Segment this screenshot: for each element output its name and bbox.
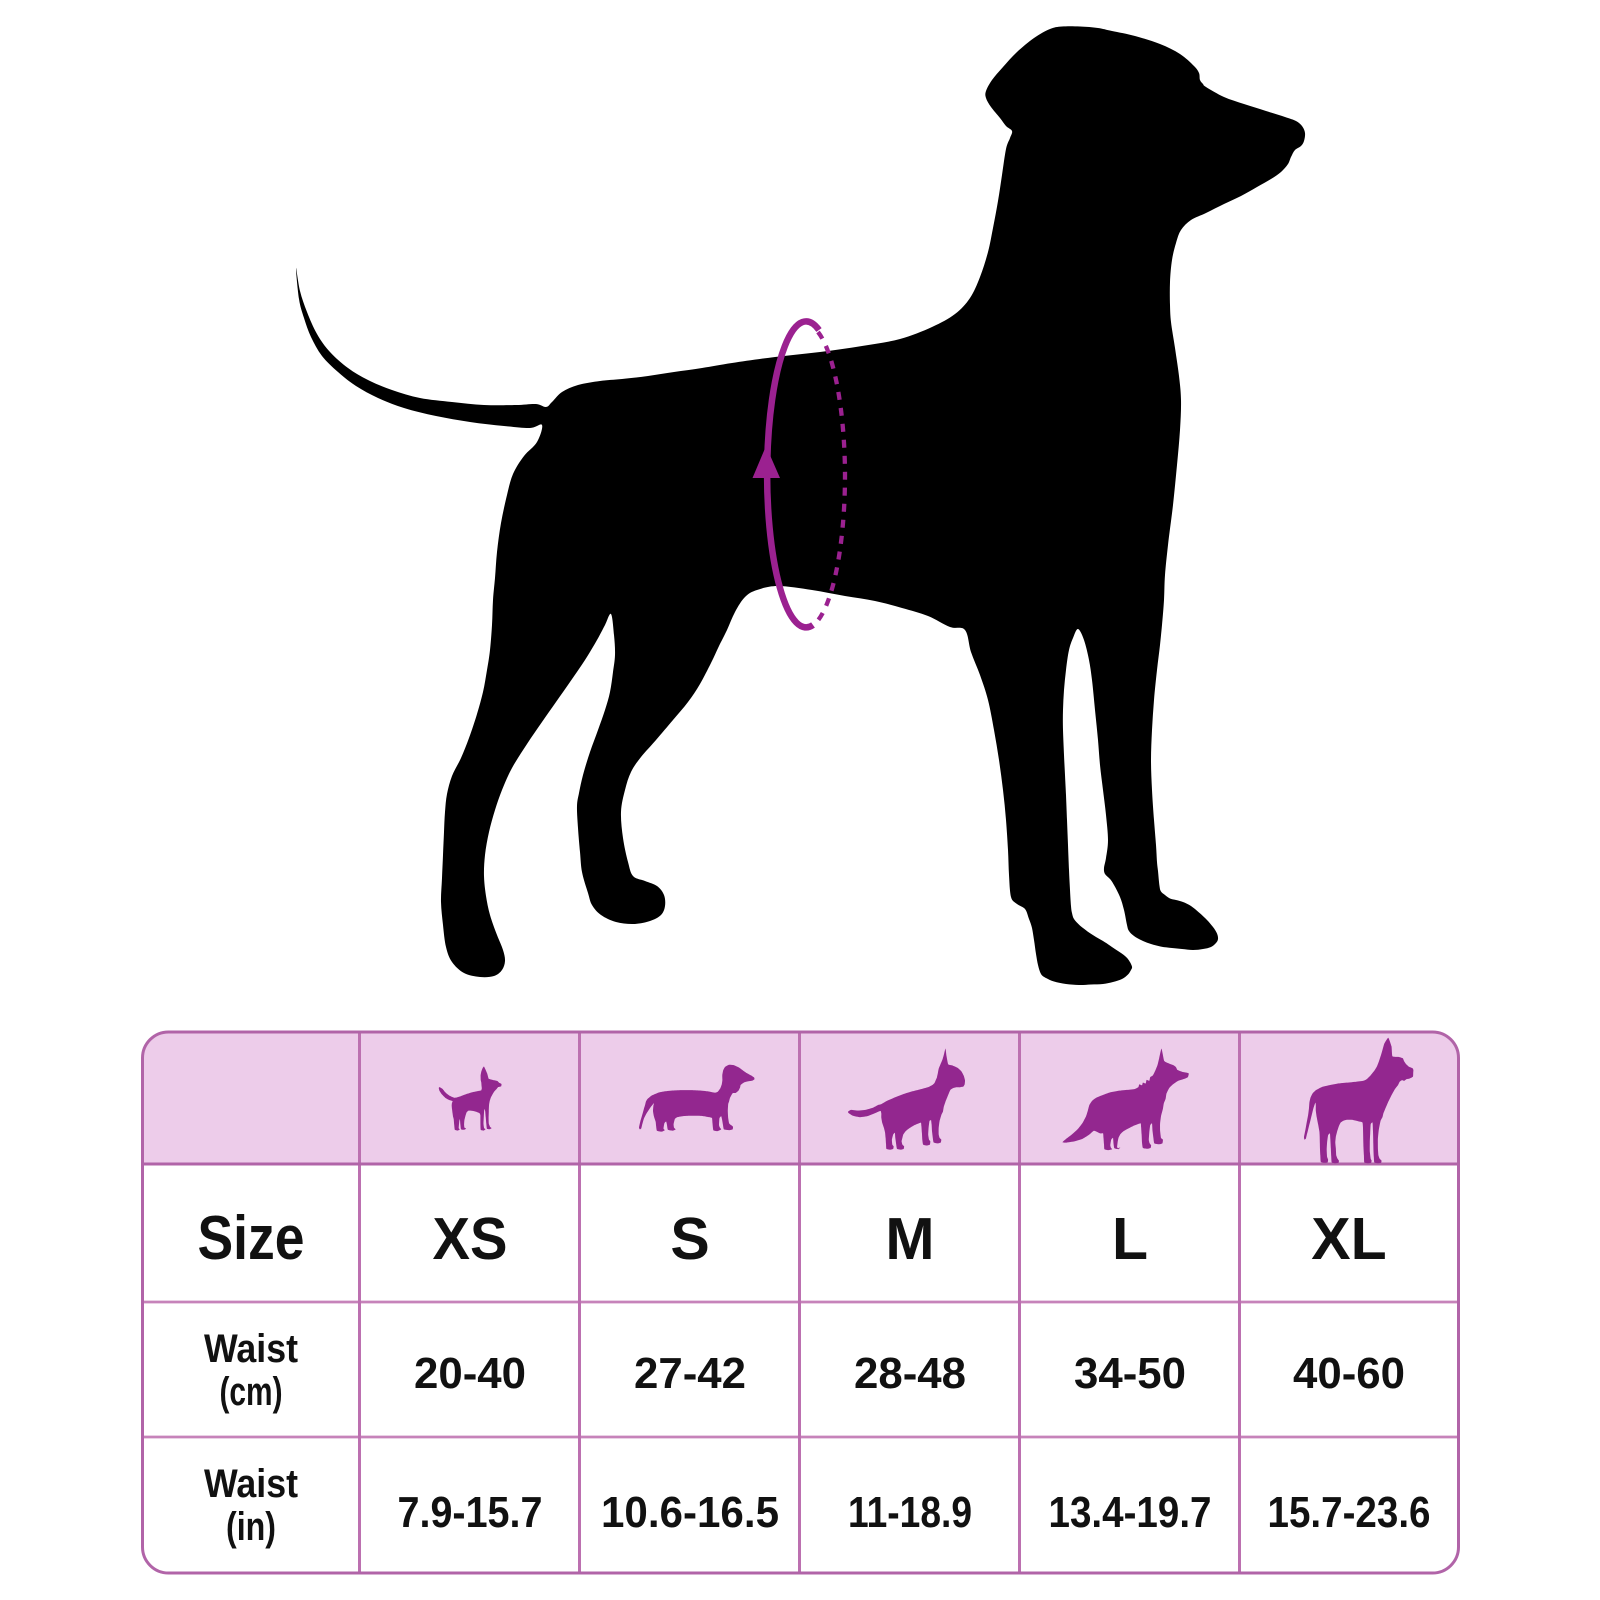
svg-text:Waist: Waist [204, 1462, 298, 1506]
svg-text:7.9-15.7: 7.9-15.7 [398, 1488, 543, 1537]
svg-text:34-50: 34-50 [1074, 1349, 1186, 1398]
svg-text:Waist: Waist [204, 1327, 298, 1371]
svg-text:11-18.9: 11-18.9 [848, 1488, 972, 1537]
svg-text:(cm): (cm) [220, 1370, 283, 1414]
svg-text:10.6-16.5: 10.6-16.5 [601, 1488, 779, 1537]
svg-text:(in): (in) [226, 1505, 276, 1549]
svg-text:20-40: 20-40 [414, 1349, 526, 1398]
svg-text:27-42: 27-42 [634, 1349, 746, 1398]
svg-text:28-48: 28-48 [854, 1349, 966, 1398]
svg-text:XL: XL [1311, 1206, 1386, 1272]
svg-text:L: L [1112, 1206, 1148, 1272]
svg-text:15.7-23.6: 15.7-23.6 [1268, 1488, 1431, 1537]
svg-text:40-60: 40-60 [1293, 1349, 1405, 1398]
svg-text:S: S [670, 1206, 709, 1272]
svg-text:Size: Size [198, 1204, 305, 1273]
svg-text:XS: XS [433, 1206, 508, 1272]
svg-text:M: M [885, 1206, 934, 1272]
svg-text:13.4-19.7: 13.4-19.7 [1049, 1488, 1212, 1537]
